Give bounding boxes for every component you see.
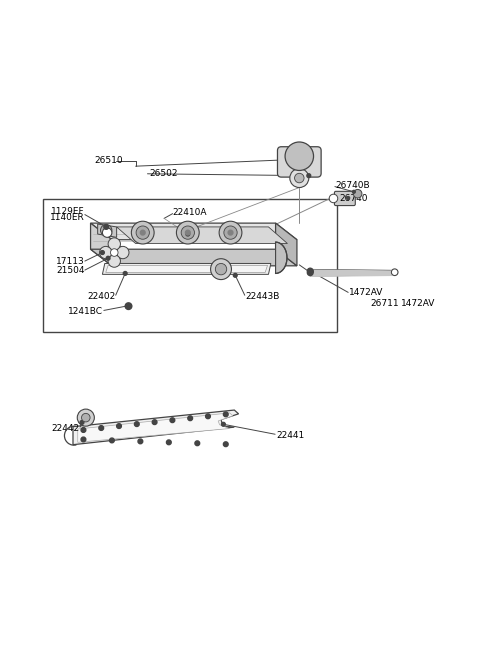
Circle shape (290, 168, 309, 187)
Circle shape (110, 249, 118, 256)
Text: 1472AV: 1472AV (401, 299, 436, 309)
Text: 22441: 22441 (276, 431, 304, 440)
Circle shape (177, 221, 199, 244)
Circle shape (219, 221, 242, 244)
Circle shape (125, 303, 132, 309)
Text: 21504: 21504 (56, 265, 84, 274)
Circle shape (307, 268, 313, 274)
Circle shape (132, 221, 154, 244)
Circle shape (216, 263, 227, 275)
Circle shape (109, 438, 114, 443)
Polygon shape (276, 242, 287, 273)
Circle shape (329, 194, 338, 202)
Polygon shape (78, 413, 233, 442)
Circle shape (391, 269, 398, 276)
Circle shape (77, 409, 95, 426)
Circle shape (108, 238, 120, 250)
Circle shape (167, 440, 171, 445)
Circle shape (104, 225, 108, 229)
Circle shape (353, 189, 362, 198)
Polygon shape (102, 263, 271, 274)
Polygon shape (73, 410, 239, 445)
Text: 22443B: 22443B (246, 291, 280, 301)
Circle shape (102, 228, 112, 237)
Text: 22402: 22402 (87, 291, 115, 301)
Text: 26502: 26502 (149, 169, 178, 178)
Circle shape (223, 442, 228, 447)
Text: 1140ER: 1140ER (49, 213, 84, 222)
Text: 17113: 17113 (56, 257, 84, 265)
Circle shape (170, 418, 175, 422)
Circle shape (186, 232, 190, 236)
Bar (43, 199, 337, 332)
Circle shape (195, 441, 200, 445)
Circle shape (108, 255, 120, 267)
Polygon shape (106, 265, 267, 272)
Circle shape (123, 272, 127, 275)
Circle shape (80, 421, 84, 424)
FancyBboxPatch shape (335, 191, 355, 206)
FancyBboxPatch shape (277, 147, 321, 177)
Circle shape (224, 226, 237, 239)
Circle shape (106, 256, 110, 260)
Circle shape (181, 226, 194, 239)
Circle shape (117, 424, 121, 428)
Circle shape (211, 259, 231, 280)
Circle shape (309, 270, 313, 273)
Polygon shape (91, 223, 297, 240)
Circle shape (100, 225, 112, 236)
Circle shape (81, 437, 86, 442)
Text: 26740B: 26740B (335, 181, 370, 190)
Circle shape (307, 174, 311, 178)
Circle shape (228, 231, 233, 235)
Circle shape (134, 422, 139, 426)
Circle shape (185, 231, 190, 235)
Text: 1241BC: 1241BC (68, 307, 103, 316)
Circle shape (221, 422, 225, 426)
Circle shape (307, 270, 313, 276)
Circle shape (117, 246, 129, 259)
Polygon shape (91, 249, 297, 266)
Text: 26711: 26711 (371, 299, 399, 309)
Circle shape (106, 244, 123, 261)
Polygon shape (276, 223, 297, 266)
Text: 22442: 22442 (51, 424, 80, 433)
Polygon shape (117, 227, 288, 244)
Circle shape (100, 251, 104, 254)
Circle shape (82, 413, 90, 422)
Circle shape (81, 428, 86, 432)
Text: 26510: 26510 (95, 157, 123, 166)
Text: 22410A: 22410A (173, 208, 207, 217)
Circle shape (138, 439, 143, 443)
Text: 1472AV: 1472AV (349, 288, 384, 297)
Text: 26740: 26740 (340, 195, 368, 204)
Circle shape (136, 226, 149, 239)
Circle shape (285, 142, 313, 170)
Circle shape (295, 174, 304, 183)
Text: 1129EF: 1129EF (51, 207, 84, 215)
Circle shape (205, 414, 210, 419)
Circle shape (99, 246, 112, 259)
Circle shape (233, 273, 237, 277)
Circle shape (99, 426, 104, 430)
Circle shape (347, 196, 349, 199)
Circle shape (140, 231, 145, 235)
Circle shape (223, 412, 228, 417)
Circle shape (391, 269, 398, 276)
Circle shape (152, 420, 157, 424)
Circle shape (188, 416, 192, 421)
Polygon shape (97, 224, 117, 237)
Polygon shape (91, 223, 112, 266)
Circle shape (352, 191, 355, 193)
